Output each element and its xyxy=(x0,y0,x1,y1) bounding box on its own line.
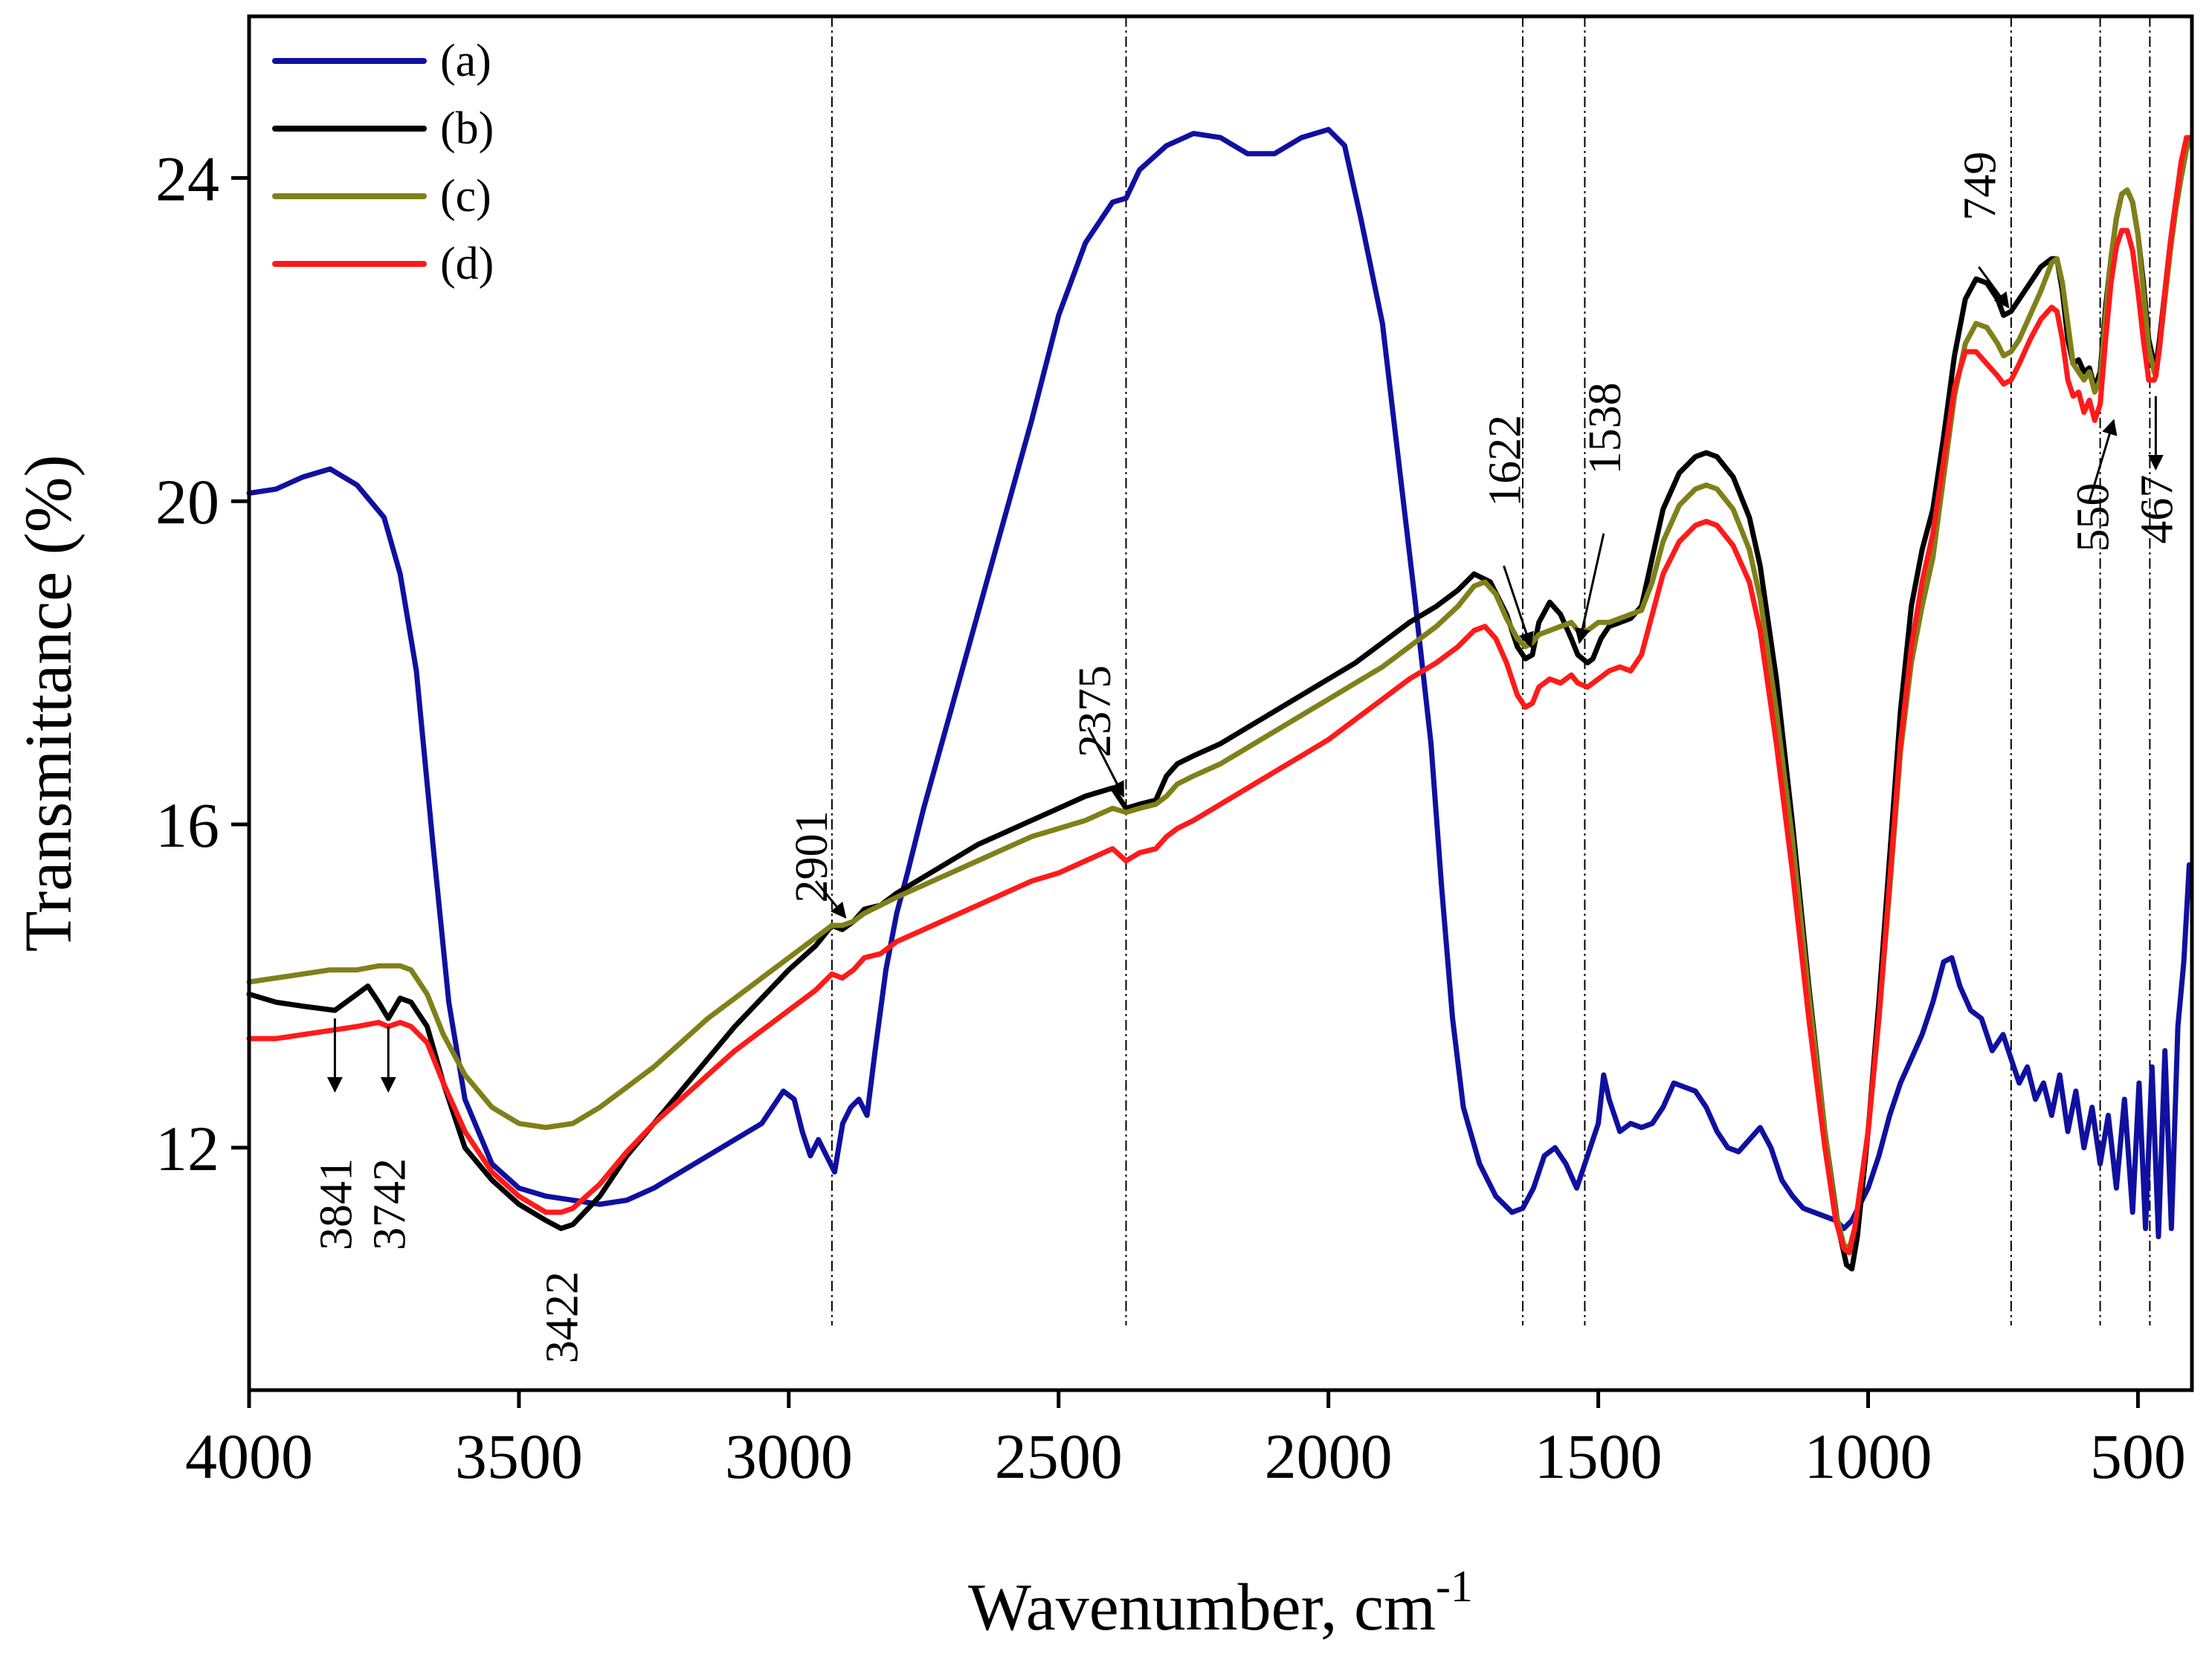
peak-label-3742: 3742 xyxy=(364,1158,415,1250)
peak-arrow-550 xyxy=(2088,419,2118,502)
x-tick-label-500: 500 xyxy=(2090,1421,2186,1492)
y-axis-title: Transmittance (%) xyxy=(12,454,86,952)
peak-label-749: 749 xyxy=(1955,152,2005,221)
legend-label-3: (c) xyxy=(440,171,491,222)
peak-arrow-2375 xyxy=(1087,726,1125,798)
legend: (a) (b) (c) (d) xyxy=(272,36,494,289)
x-axis-ticks: 4000 3500 3000 2500 2000 1500 1000 500 xyxy=(185,1390,2186,1492)
peak-arrow-1538 xyxy=(1575,533,1605,645)
plot-frame xyxy=(247,14,2194,1392)
peak-label-550: 550 xyxy=(2068,482,2119,552)
y-axis-ticks: 12 16 20 24 xyxy=(155,143,249,1184)
series-line-1 xyxy=(246,126,2192,1239)
x-tick-label-1000: 1000 xyxy=(1805,1421,1932,1492)
x-tick-label-2500: 2500 xyxy=(995,1421,1123,1492)
peak-annotations: 3841 3742 3422 2901 2375 1622 1538 749 550 467 xyxy=(311,152,2182,1363)
peak-label-1538: 1538 xyxy=(1580,382,1631,474)
series-line-3 xyxy=(246,139,2192,1252)
peak-label-467: 467 xyxy=(2132,475,2182,544)
peak-arrow-1622 xyxy=(1503,565,1534,648)
peak-arrow-749 xyxy=(1978,266,2010,309)
series-line-4 xyxy=(246,135,2192,1256)
x-axis-title-sup: -1 xyxy=(1436,1562,1473,1611)
peak-label-3841: 3841 xyxy=(311,1158,361,1250)
peak-label-2901: 2901 xyxy=(787,811,837,903)
x-tick-label-4000: 4000 xyxy=(185,1421,313,1492)
x-tick-label-1500: 1500 xyxy=(1535,1421,1663,1492)
x-axis-title-main: Wavenumber, cm xyxy=(968,1571,1436,1644)
legend-label-4: (d) xyxy=(440,239,494,289)
peak-label-2375: 2375 xyxy=(1070,665,1120,758)
peak-arrow-2901 xyxy=(814,880,847,919)
x-tick-label-3500: 3500 xyxy=(455,1421,583,1492)
x-tick-label-2000: 2000 xyxy=(1265,1421,1393,1492)
x-tick-label-3000: 3000 xyxy=(725,1421,853,1492)
series-group xyxy=(246,126,2192,1272)
legend-label-1: (a) xyxy=(440,36,491,86)
legend-label-2: (b) xyxy=(440,103,494,154)
y-tick-label-20: 20 xyxy=(155,466,219,537)
y-tick-label-16: 16 xyxy=(155,789,219,861)
peak-label-3422: 3422 xyxy=(538,1271,588,1363)
y-tick-label-12: 12 xyxy=(155,1113,219,1184)
x-axis-title: Wavenumber, cm-1 xyxy=(968,1562,1473,1644)
y-tick-label-24: 24 xyxy=(155,143,219,214)
peak-label-1622: 1622 xyxy=(1480,415,1531,507)
